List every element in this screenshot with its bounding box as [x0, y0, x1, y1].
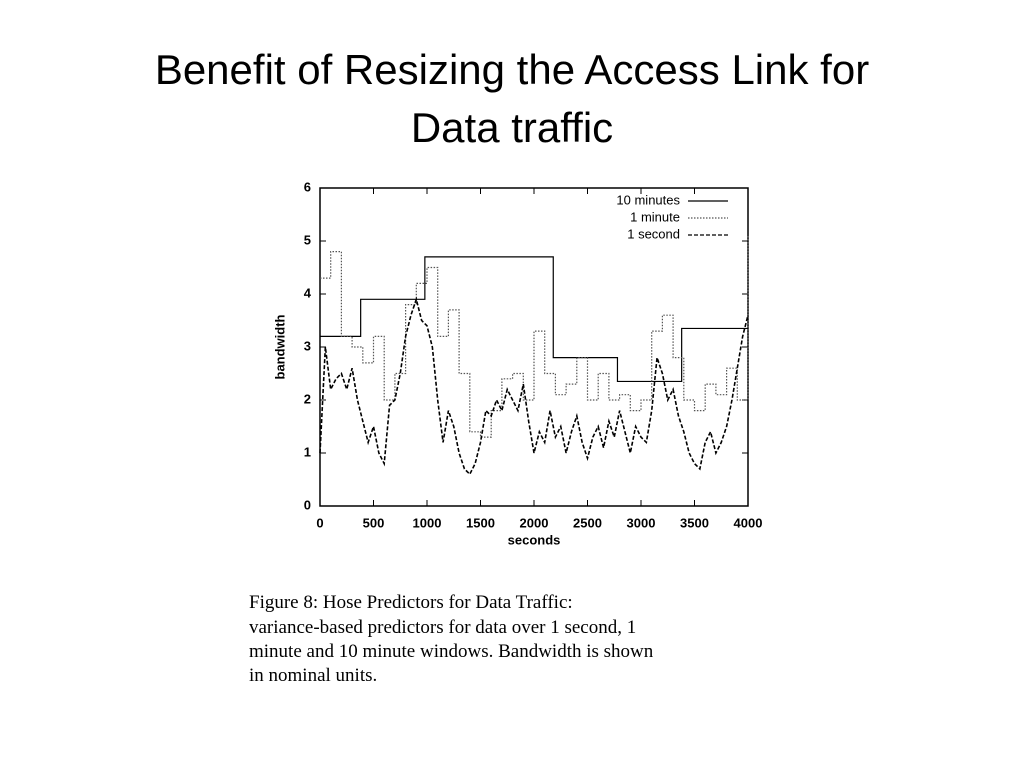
- x-axis-label: seconds: [508, 532, 561, 547]
- caption: Figure 8: Hose Predictors for Data Traff…: [249, 592, 573, 613]
- legend-label: 10 minutes: [616, 192, 680, 207]
- y-tick-label: 1: [304, 444, 311, 459]
- y-tick-label: 4: [304, 285, 312, 300]
- x-tick-label: 0: [316, 515, 323, 530]
- y-tick-label: 2: [304, 391, 311, 406]
- caption: minute and 10 minute windows. Bandwidth …: [249, 641, 654, 662]
- x-tick-label: 4000: [734, 515, 763, 530]
- series-line: [320, 256, 748, 383]
- series-line: [319, 296, 749, 476]
- slide-title: Benefit of Resizing the Access Link for: [155, 46, 869, 93]
- x-tick-label: 2000: [520, 515, 549, 530]
- y-tick-label: 0: [304, 497, 311, 512]
- caption: variance-based predictors for data over …: [249, 617, 636, 638]
- slide-title: Data traffic: [411, 104, 613, 151]
- legend-label: 1 second: [627, 226, 680, 241]
- x-tick-label: 1500: [466, 515, 495, 530]
- x-tick-label: 3000: [627, 515, 656, 530]
- y-tick-label: 6: [304, 179, 311, 194]
- x-tick-label: 500: [363, 515, 385, 530]
- legend-label: 1 minute: [630, 209, 680, 224]
- x-tick-label: 3500: [680, 515, 709, 530]
- caption: in nominal units.: [249, 665, 377, 686]
- y-tick-label: 3: [304, 338, 311, 353]
- y-tick-label: 5: [304, 232, 311, 247]
- x-tick-label: 2500: [573, 515, 602, 530]
- x-tick-label: 1000: [413, 515, 442, 530]
- y-axis-label: bandwidth: [272, 314, 287, 379]
